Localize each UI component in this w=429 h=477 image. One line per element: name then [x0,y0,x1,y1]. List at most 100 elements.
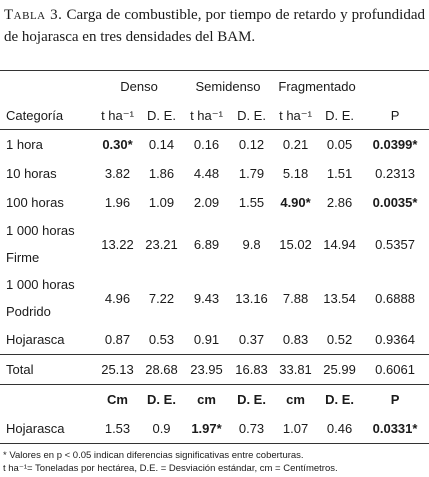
table-cell: 9.43 [193,290,220,306]
caption-text: Carga de combustible, por tiempo de reta… [4,7,425,45]
table: Denso Semidenso Fragmentado Categoría t ha⁻¹… [0,70,429,444]
table-cell: cm [286,392,305,407]
table-cell: 14.94 [323,236,356,252]
table-cell: 0.73 [230,414,274,444]
table-cell: Total [0,354,95,385]
table-cell: 6.89 [193,236,220,252]
caption-label: Tabla 3. [4,7,63,23]
table-row: Cm D. E. cm D. E. cm D. E. P [0,385,429,415]
table-cell: 0.83 [282,332,309,347]
table-cell: 23.21 [145,236,178,252]
table-row: 1 hora 0.30* 0.14 0.16 0.12 0.21 0.05 0.0399* [0,130,429,160]
table-cell: 15.02 [279,236,312,252]
table-cell: 0.37 [238,332,265,347]
table-cell: 0.9364 [375,332,415,347]
table-cell [361,70,429,102]
table-cell: D. E. [318,102,362,130]
table-cell: 4.90* [280,195,311,210]
table-cell: 0.87 [104,332,131,347]
table-cell: 0.5357 [375,236,415,252]
table-cell: 0.6888 [375,290,415,306]
table-cell: 0.16 [193,137,220,152]
table-cell: Denso [95,70,184,102]
table-cell: 0.46 [318,414,362,444]
table-cell: 0.6061 [361,354,429,385]
table-cell: 0.14 [148,137,175,152]
table-cell: 13.54 [323,290,356,306]
table-cell: P [361,102,429,130]
table-cell: Hojarasca [0,414,95,444]
table-row: Categoría t ha⁻¹ D. E. t ha⁻¹ D. E. t ha⁻¹ D. … [0,102,429,130]
footnote: * Valores en p < 0.05 indican diferencia… [3,450,304,461]
table-cell: D. E. [325,392,354,407]
table-cell: 23.95 [183,354,231,385]
table-cell: 0.0035* [372,195,418,210]
table-cell: 1.51 [326,166,353,181]
table-cell: P [390,392,400,407]
table-row: 10 horas 3.82 1.86 4.48 1.79 5.18 1.51 0.2313 [0,159,429,188]
table-cell: Fragmentado [273,70,362,102]
table-cell: t ha⁻¹ [273,102,319,130]
table-cell: 7.88 [282,290,309,306]
table-cell [0,70,95,102]
table-cell: 28.68 [140,354,184,385]
table-cell: 0.52 [326,332,353,347]
table-row: Total 25.13 28.68 23.95 16.83 33.81 25.99 0.606… [0,354,429,385]
table-cell: 1 hora [6,137,43,152]
table-cell: 1.86 [148,166,175,181]
table-cell: 2.09 [193,195,220,210]
table-cell: 5.18 [282,166,309,181]
table-cell: cm [197,392,216,407]
table-cell: Categoría [0,102,95,130]
table-cell: 1.96 [104,195,131,210]
table-cell: t ha⁻¹ [95,102,140,130]
table-cell [0,385,95,415]
caption: Tabla 3. Carga de combustible, por tiemp… [4,4,425,48]
table-cell: 0.05 [326,137,353,152]
table-cell: 1.07 [273,414,319,444]
table-cell: 0.9 [140,414,184,444]
footnotes: * Valores en p < 0.05 indican diferencia… [3,449,427,475]
table-cell: 13.16 [235,290,268,306]
table-cell: 100 horas [6,195,64,210]
table-cell: 2.86 [326,195,353,210]
table-cell: 4.48 [193,166,220,181]
table-row: Hojarasca 1.53 0.9 1.97* 0.73 1.07 0.46 0.0331* [0,414,429,444]
table-row: 1 000 horas Podrido 4.96 7.22 9.43 13.16 7.88… [0,271,429,325]
table-cell: 9.8 [242,236,261,252]
table-cell: 13.22 [101,236,134,252]
table-cell: 1.09 [148,195,175,210]
table-row: 100 horas 1.96 1.09 2.09 1.55 4.90* 2.86 0.0035… [0,188,429,217]
table-cell: 4.96 [104,290,131,306]
table-cell: 0.0399* [372,137,418,152]
table-cell: 1.97* [183,414,231,444]
table-cell: 7.22 [148,290,175,306]
table-row: Denso Semidenso Fragmentado [0,70,429,102]
table-cell: 25.13 [95,354,140,385]
table-cell: 1.55 [238,195,265,210]
table-cell: 16.83 [230,354,274,385]
table-row: 1 000 horas Firme 13.22 23.21 6.89 9.8 15.02 1… [0,217,429,271]
table-cell: 1.53 [95,414,140,444]
table-cell: 0.12 [238,137,265,152]
table-row: Hojarasca 0.87 0.53 0.91 0.37 0.83 0.52 0.9364 [0,325,429,355]
table-cell: D. E. [147,392,176,407]
table-cell: Cm [107,392,128,407]
table-cell: Hojarasca [6,332,65,347]
table-cell: 0.21 [282,137,309,152]
table-cell: 0.91 [193,332,220,347]
table-cell: 1.79 [238,166,265,181]
table-cell: 3.82 [104,166,131,181]
table-cell: 1 000 horas Podrido [6,277,75,319]
table-cell: 0.2313 [375,166,415,181]
footnote: t ha⁻¹= Toneladas por hectárea, D.E. = D… [3,463,338,474]
table-cell: D. E. [230,102,274,130]
table-cell: 0.0331* [361,414,429,444]
table-cell: D. E. [237,392,266,407]
table-cell: 25.99 [318,354,362,385]
table-cell: 10 horas [6,166,57,181]
table-cell: Semidenso [183,70,274,102]
table-cell: 0.30* [102,137,133,152]
table-cell: 1 000 horas Firme [6,223,75,265]
